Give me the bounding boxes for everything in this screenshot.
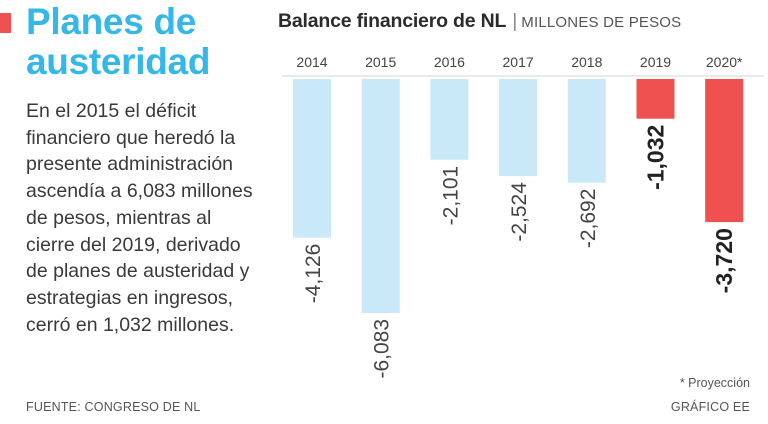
x-tick-label: 2018 xyxy=(571,54,602,70)
x-tick-label: 2014 xyxy=(296,54,327,70)
x-tick-label: 2019 xyxy=(640,54,671,70)
bar-2018 xyxy=(567,79,606,183)
accent-bar xyxy=(0,13,11,33)
panel-title-line-1: Planes de xyxy=(26,1,197,42)
bars xyxy=(293,79,744,313)
value-label: -2,101 xyxy=(439,166,462,226)
graphic-credit: GRÁFICO EE xyxy=(670,400,750,414)
x-tick-label: 2020* xyxy=(706,54,743,70)
value-label: -1,032 xyxy=(643,125,669,190)
x-tick-label: 2017 xyxy=(503,54,534,70)
x-tick-label: 2015 xyxy=(365,54,396,70)
x-tick-label: 2016 xyxy=(434,54,465,70)
summary-text: En el 2015 el déficit financiero que her… xyxy=(26,100,253,336)
value-label: -2,692 xyxy=(577,189,600,249)
panel-title-line-2: austeridad xyxy=(26,41,211,82)
panel-title: Planes de austeridad xyxy=(26,2,210,82)
value-label: -3,720 xyxy=(711,228,737,293)
bar-2016 xyxy=(430,79,469,160)
source-credit: FUENTE: CONGRESO DE NL xyxy=(26,400,201,414)
chart-title-text: Balance financiero de NL xyxy=(278,10,507,32)
bar-2019 xyxy=(636,79,675,119)
value-label: -6,083 xyxy=(371,319,394,379)
chart-title: Balance financiero de NL | MILLONES DE PES… xyxy=(278,8,681,36)
x-axis-ticks: 2014 2015 2016 2017 2018 2019 2020* xyxy=(282,54,764,77)
bar-2017 xyxy=(499,79,538,177)
title-separator: | xyxy=(512,10,518,32)
value-label: -4,126 xyxy=(302,244,325,304)
value-labels: -4,126 -6,083 -2,101 -2,524 -2,692 -1,032 -3,7… xyxy=(302,125,737,379)
bar-2020 xyxy=(705,79,744,223)
value-label: -2,524 xyxy=(508,182,531,242)
projection-note: * Proyección xyxy=(679,376,750,390)
bar-2014 xyxy=(293,79,331,238)
bar-2015 xyxy=(361,79,400,313)
chart-subtitle: MILLONES DE PESOS xyxy=(521,14,682,31)
